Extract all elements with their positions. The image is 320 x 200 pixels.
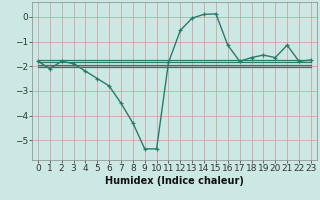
- X-axis label: Humidex (Indice chaleur): Humidex (Indice chaleur): [105, 176, 244, 186]
